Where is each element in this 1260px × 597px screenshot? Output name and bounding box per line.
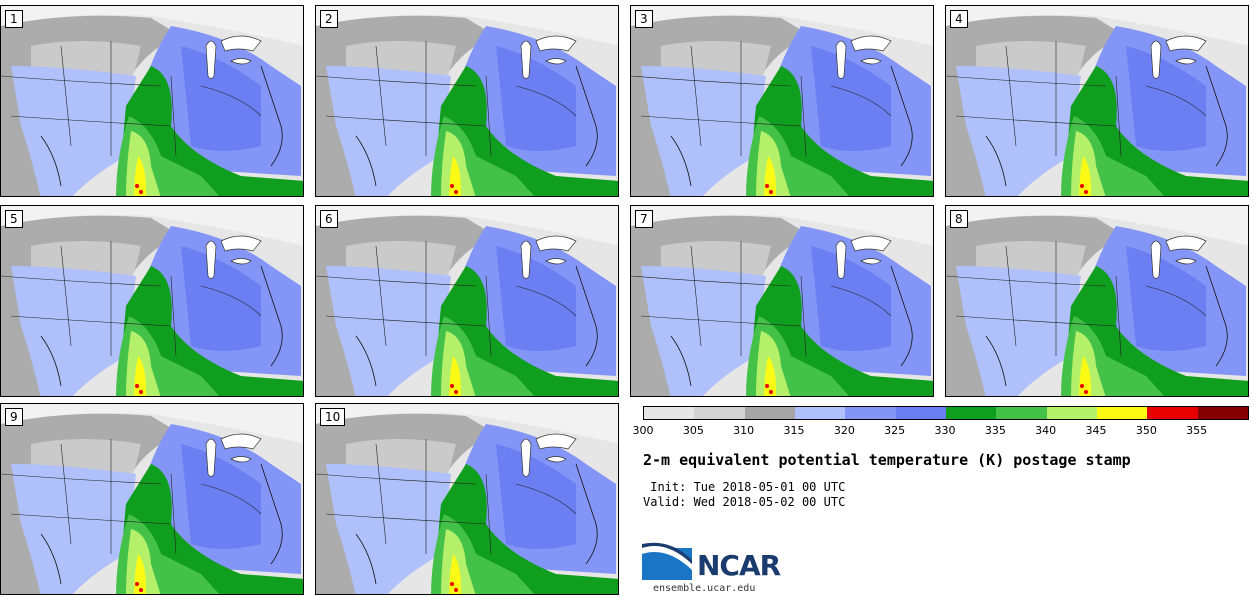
figure-title: 2-m equivalent potential temperature (K)…	[643, 451, 1131, 469]
panel-number: 2	[320, 10, 338, 28]
colorbar-label: 330	[934, 424, 956, 437]
colorbar-label: 335	[984, 424, 1006, 437]
colorbar-segment	[945, 407, 997, 419]
colorbar-label: 325	[884, 424, 906, 437]
colorbar-label: 315	[783, 424, 805, 437]
colorbar-segment	[794, 407, 846, 419]
panel-number: 1	[5, 10, 23, 28]
colorbar-segment	[1147, 407, 1198, 419]
panel-number: 7	[635, 210, 653, 228]
colorbar-segment	[744, 407, 795, 419]
map-panel: 7	[630, 205, 934, 397]
panel-number: 9	[5, 408, 23, 426]
colorbar	[643, 406, 1249, 420]
map-panel: 10	[315, 403, 619, 595]
map-panel: 5	[0, 205, 304, 397]
colorbar-segment	[845, 407, 896, 419]
colorbar-label: 345	[1085, 424, 1107, 437]
ncar-logo-text: NCAR	[697, 549, 781, 582]
colorbar-segment	[996, 407, 1047, 419]
colorbar-label: 300	[632, 424, 654, 437]
map-panel: 3	[630, 5, 934, 197]
init-time: Init: Tue 2018-05-01 00 UTC	[643, 480, 846, 494]
map-panel: 4	[945, 5, 1249, 197]
map-panel: 8	[945, 205, 1249, 397]
valid-time: Valid: Wed 2018-05-02 00 UTC	[643, 495, 846, 509]
panel-number: 5	[5, 210, 23, 228]
colorbar-segment	[1096, 407, 1148, 419]
map-panel: 1	[0, 5, 304, 197]
colorbar-label: 355	[1186, 424, 1208, 437]
panel-number: 10	[320, 408, 346, 426]
colorbar-label: 305	[682, 424, 704, 437]
colorbar-label: 310	[733, 424, 755, 437]
colorbar-segment	[1197, 407, 1248, 419]
map-panel: 6	[315, 205, 619, 397]
colorbar-labels: 300 305 310 315 320 325 330 335 340 345 350 355	[633, 424, 1247, 438]
colorbar-segment	[644, 407, 695, 419]
colorbar-label: 340	[1035, 424, 1057, 437]
colorbar-label: 320	[833, 424, 855, 437]
map-panel: 9	[0, 403, 304, 595]
panel-number: 6	[320, 210, 338, 228]
map-panel: 2	[315, 5, 619, 197]
panel-number: 8	[950, 210, 968, 228]
colorbar-segment	[1046, 407, 1097, 419]
panel-number: 3	[635, 10, 653, 28]
colorbar-segment	[694, 407, 745, 419]
ncar-logo-icon	[642, 542, 692, 580]
panel-number: 4	[950, 10, 968, 28]
colorbar-label: 350	[1135, 424, 1157, 437]
site-url: ensemble.ucar.edu	[653, 583, 756, 594]
colorbar-segment	[895, 407, 946, 419]
